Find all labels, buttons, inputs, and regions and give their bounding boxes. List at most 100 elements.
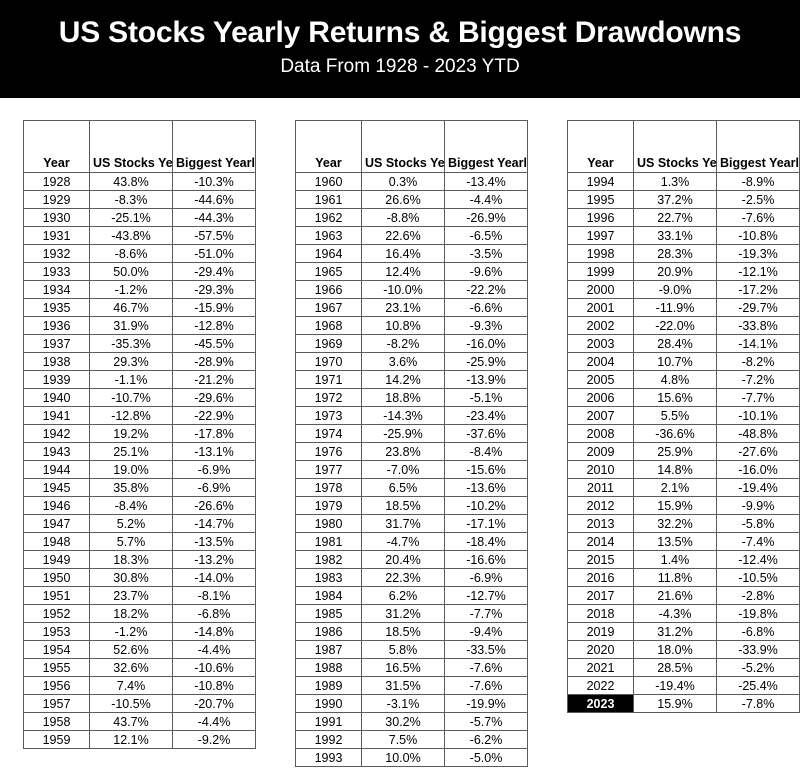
- table-row: 1938 29.3% -28.9%: [23, 352, 256, 371]
- yearly-return-cell: 5.2%: [89, 514, 173, 533]
- year-cell: 1994: [567, 172, 634, 191]
- biggest-drawdown-cell: -4.4%: [172, 640, 256, 659]
- yearly-return-cell: 10.0%: [361, 748, 445, 767]
- year-cell: 1957: [23, 694, 90, 713]
- year-cell: 2018: [567, 604, 634, 623]
- table-row: 1969 -8.2% -16.0%: [295, 334, 528, 353]
- table-row: 1961 26.6% -4.4%: [295, 190, 528, 209]
- yearly-return-cell: 22.7%: [633, 208, 717, 227]
- table-row: 2001 -11.9% -29.7%: [567, 298, 800, 317]
- table-row: 1958 43.7% -4.4%: [23, 712, 256, 731]
- table-row: 1991 30.2% -5.7%: [295, 712, 528, 731]
- yearly-return-cell: 1.3%: [633, 172, 717, 191]
- table-row: 1937 -35.3% -45.5%: [23, 334, 256, 353]
- year-cell: 2003: [567, 334, 634, 353]
- table-row: 1974 -25.9% -37.6%: [295, 424, 528, 443]
- table-row: 1941 -12.8% -22.9%: [23, 406, 256, 425]
- biggest-drawdown-cell: -14.7%: [172, 514, 256, 533]
- yearly-return-cell: -25.1%: [89, 208, 173, 227]
- year-cell: 1955: [23, 658, 90, 677]
- yearly-return-cell: 14.2%: [361, 370, 445, 389]
- table-row: 1952 18.2% -6.8%: [23, 604, 256, 623]
- year-cell: 1953: [23, 622, 90, 641]
- table-row: 1971 14.2% -13.9%: [295, 370, 528, 389]
- yearly-return-cell: -10.5%: [89, 694, 173, 713]
- column-header-year: Year: [295, 120, 362, 173]
- column-header-return: US Stocks Yearly Return: [361, 120, 445, 173]
- yearly-return-cell: 25.9%: [633, 442, 717, 461]
- biggest-drawdown-cell: -8.4%: [444, 442, 528, 461]
- yearly-return-cell: 19.0%: [89, 460, 173, 479]
- table-row: 1990 -3.1% -19.9%: [295, 694, 528, 713]
- year-cell: 2008: [567, 424, 634, 443]
- year-cell: 2014: [567, 532, 634, 551]
- yearly-return-cell: 19.2%: [89, 424, 173, 443]
- yearly-return-cell: 20.9%: [633, 262, 717, 281]
- year-cell: 2005: [567, 370, 634, 389]
- table-row: 2004 10.7% -8.2%: [567, 352, 800, 371]
- year-cell: 1947: [23, 514, 90, 533]
- biggest-drawdown-cell: -16.0%: [716, 460, 800, 479]
- table-row: 2018 -4.3% -19.8%: [567, 604, 800, 623]
- year-cell: 1992: [295, 730, 362, 749]
- year-cell: 2009: [567, 442, 634, 461]
- year-cell: 2020: [567, 640, 634, 659]
- table-row: 1995 37.2% -2.5%: [567, 190, 800, 209]
- year-cell: 1969: [295, 334, 362, 353]
- year-cell: 1948: [23, 532, 90, 551]
- year-cell: 2021: [567, 658, 634, 677]
- biggest-drawdown-cell: -4.4%: [444, 190, 528, 209]
- biggest-drawdown-cell: -19.3%: [716, 244, 800, 263]
- biggest-drawdown-cell: -12.7%: [444, 586, 528, 605]
- biggest-drawdown-cell: -6.9%: [172, 478, 256, 497]
- year-cell: 1983: [295, 568, 362, 587]
- page-title: US Stocks Yearly Returns & Biggest Drawd…: [58, 16, 742, 49]
- yearly-return-cell: 10.7%: [633, 352, 717, 371]
- year-cell: 2022: [567, 676, 634, 695]
- biggest-drawdown-cell: -6.8%: [716, 622, 800, 641]
- biggest-drawdown-cell: -6.2%: [444, 730, 528, 749]
- yearly-return-cell: -8.4%: [89, 496, 173, 515]
- year-cell: 2015: [567, 550, 634, 569]
- yearly-return-cell: -8.6%: [89, 244, 173, 263]
- year-cell: 1981: [295, 532, 362, 551]
- biggest-drawdown-cell: -17.8%: [172, 424, 256, 443]
- biggest-drawdown-cell: -44.6%: [172, 190, 256, 209]
- table-row: 1945 35.8% -6.9%: [23, 478, 256, 497]
- table-row: 2007 5.5% -10.1%: [567, 406, 800, 425]
- yearly-return-cell: 18.5%: [361, 496, 445, 515]
- biggest-drawdown-cell: -17.2%: [716, 280, 800, 299]
- year-cell: 1977: [295, 460, 362, 479]
- year-cell: 1993: [295, 748, 362, 767]
- year-cell: 1974: [295, 424, 362, 443]
- yearly-return-cell: 16.4%: [361, 244, 445, 263]
- biggest-drawdown-cell: -4.4%: [172, 712, 256, 731]
- table-row: 2013 32.2% -5.8%: [567, 514, 800, 533]
- year-cell: 1980: [295, 514, 362, 533]
- biggest-drawdown-cell: -7.6%: [716, 208, 800, 227]
- biggest-drawdown-cell: -8.2%: [716, 352, 800, 371]
- table-row: 1946 -8.4% -26.6%: [23, 496, 256, 515]
- table-row: 1998 28.3% -19.3%: [567, 244, 800, 263]
- biggest-drawdown-cell: -14.8%: [172, 622, 256, 641]
- table-row: 1996 22.7% -7.6%: [567, 208, 800, 227]
- year-cell: 1989: [295, 676, 362, 695]
- biggest-drawdown-cell: -9.4%: [444, 622, 528, 641]
- yearly-return-cell: 28.3%: [633, 244, 717, 263]
- biggest-drawdown-cell: -22.2%: [444, 280, 528, 299]
- yearly-return-cell: 14.8%: [633, 460, 717, 479]
- yearly-return-cell: 18.2%: [89, 604, 173, 623]
- biggest-drawdown-cell: -13.4%: [444, 172, 528, 191]
- table-row: 2011 2.1% -19.4%: [567, 478, 800, 497]
- year-cell: 1942: [23, 424, 90, 443]
- year-cell: 2013: [567, 514, 634, 533]
- biggest-drawdown-cell: -10.6%: [172, 658, 256, 677]
- biggest-drawdown-cell: -10.8%: [716, 226, 800, 245]
- table-row: 1935 46.7% -15.9%: [23, 298, 256, 317]
- yearly-return-cell: 15.9%: [633, 694, 717, 713]
- yearly-return-cell: 1.4%: [633, 550, 717, 569]
- yearly-return-cell: -8.2%: [361, 334, 445, 353]
- table-row: 1970 3.6% -25.9%: [295, 352, 528, 371]
